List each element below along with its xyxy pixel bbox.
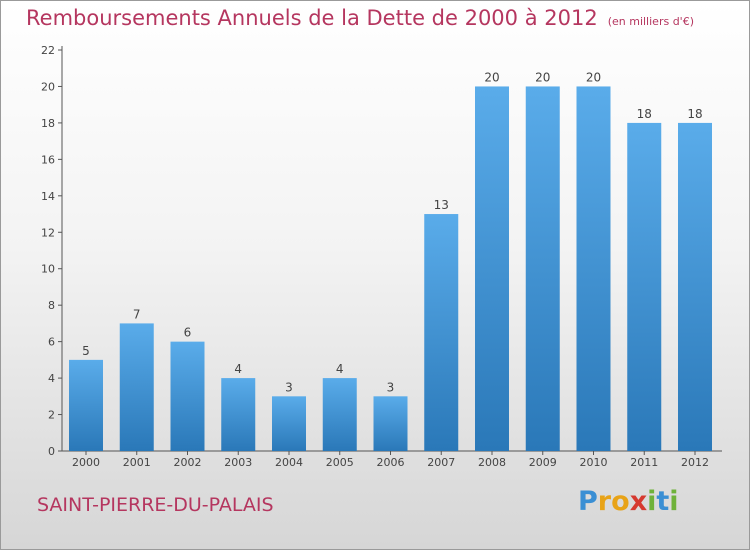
logo-letter: P (578, 486, 598, 517)
y-tick-label: 12 (41, 226, 55, 239)
x-tick-label: 2011 (630, 456, 658, 469)
data-label: 6 (184, 326, 192, 340)
chart-unit: (en milliers d'€) (607, 15, 694, 28)
proxiti-logo: Proxiti (578, 486, 679, 517)
data-label: 3 (285, 380, 293, 394)
y-tick-label: 20 (41, 80, 55, 93)
logo-letter: x (629, 486, 648, 517)
x-tick-label: 2006 (377, 456, 405, 469)
bar (678, 122, 712, 451)
x-tick-label: 2000 (72, 456, 100, 469)
logo-letter: t (656, 486, 670, 517)
bar (424, 214, 459, 451)
data-label: 20 (586, 70, 601, 84)
x-tick-label: 2007 (427, 456, 455, 469)
y-tick-label: 18 (41, 117, 55, 130)
y-tick-label: 22 (41, 44, 55, 57)
data-label: 7 (133, 307, 141, 321)
x-tick-label: 2003 (224, 456, 252, 469)
y-tick-label: 14 (41, 190, 55, 203)
bar (119, 323, 154, 451)
bar (322, 378, 357, 451)
bar (576, 86, 611, 452)
data-label: 20 (484, 70, 499, 84)
x-tick-label: 2005 (326, 456, 354, 469)
bar (221, 378, 256, 451)
bar (627, 122, 662, 451)
logo-letter: o (611, 486, 630, 517)
bar (525, 86, 560, 452)
data-label: 4 (336, 362, 344, 376)
bar (170, 341, 205, 451)
chart-title: Remboursements Annuels de la Dette de 20… (26, 6, 694, 30)
data-label: 20 (535, 70, 550, 84)
y-tick-label: 10 (41, 263, 55, 276)
commune-name: SAINT-PIERRE-DU-PALAIS (37, 494, 274, 516)
logo-letter: i (669, 486, 679, 517)
x-tick-label: 2002 (174, 456, 202, 469)
x-tick-label: 2012 (681, 456, 709, 469)
data-label: 18 (687, 107, 702, 121)
y-tick-label: 8 (48, 299, 55, 312)
x-tick-label: 2010 (580, 456, 608, 469)
logo-letter: i (647, 486, 657, 517)
logo-letter: r (597, 486, 612, 517)
bar (272, 396, 306, 451)
y-tick-label: 4 (48, 372, 55, 385)
data-label: 5 (82, 344, 90, 358)
y-tick-label: 2 (48, 409, 55, 422)
y-tick-label: 16 (41, 153, 55, 166)
data-label: 13 (434, 198, 449, 212)
y-tick-label: 0 (48, 445, 55, 458)
data-label: 3 (387, 380, 395, 394)
bar (475, 86, 509, 452)
data-label: 18 (637, 107, 652, 121)
x-tick-label: 2004 (275, 456, 303, 469)
x-tick-label: 2008 (478, 456, 506, 469)
data-label: 4 (234, 362, 242, 376)
bar (69, 359, 103, 451)
bar (373, 396, 408, 451)
y-tick-label: 6 (48, 336, 55, 349)
x-tick-label: 2009 (529, 456, 557, 469)
x-tick-label: 2001 (123, 456, 151, 469)
